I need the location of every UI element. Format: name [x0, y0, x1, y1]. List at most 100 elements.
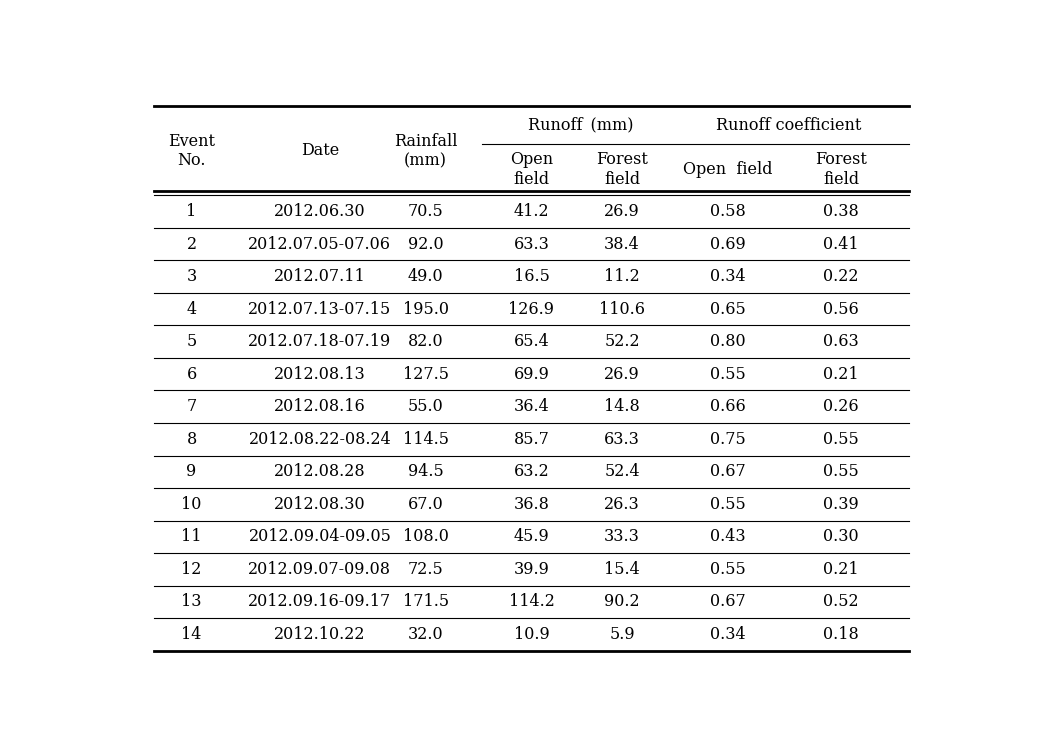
Text: 0.55: 0.55 [710, 561, 746, 578]
Text: 90.2: 90.2 [605, 594, 640, 610]
Text: 63.3: 63.3 [605, 431, 640, 448]
Text: 32.0: 32.0 [408, 626, 444, 643]
Text: 69.9: 69.9 [513, 366, 550, 382]
Text: Date: Date [301, 142, 339, 159]
Text: 3: 3 [187, 268, 197, 285]
Text: 13: 13 [181, 594, 202, 610]
Text: 0.34: 0.34 [710, 626, 746, 643]
Text: 8: 8 [187, 431, 197, 448]
Text: 36.8: 36.8 [513, 496, 550, 513]
Text: 1: 1 [187, 203, 197, 220]
Text: 0.67: 0.67 [710, 594, 746, 610]
Text: 2012.09.04-09.05: 2012.09.04-09.05 [249, 528, 391, 545]
Text: 5.9: 5.9 [610, 626, 635, 643]
Text: 0.63: 0.63 [823, 333, 859, 350]
Text: 2012.07.18-07.19: 2012.07.18-07.19 [248, 333, 392, 350]
Text: 0.30: 0.30 [823, 528, 859, 545]
Text: Open
field: Open field [510, 151, 553, 187]
Text: 0.55: 0.55 [710, 366, 746, 382]
Text: 2012.09.07-09.08: 2012.09.07-09.08 [249, 561, 391, 578]
Text: 2012.08.30: 2012.08.30 [274, 496, 366, 513]
Text: 14.8: 14.8 [605, 398, 640, 415]
Text: 38.4: 38.4 [605, 236, 640, 252]
Text: 114.2: 114.2 [508, 594, 555, 610]
Text: 0.18: 0.18 [823, 626, 859, 643]
Text: Event
No.: Event No. [168, 132, 215, 169]
Text: 0.80: 0.80 [710, 333, 746, 350]
Text: 82.0: 82.0 [408, 333, 444, 350]
Text: 10.9: 10.9 [513, 626, 550, 643]
Text: 0.55: 0.55 [823, 431, 859, 448]
Text: 0.43: 0.43 [710, 528, 746, 545]
Text: 4: 4 [187, 301, 197, 318]
Text: 0.58: 0.58 [710, 203, 746, 220]
Text: 2012.08.22-08.24: 2012.08.22-08.24 [249, 431, 391, 448]
Text: 63.2: 63.2 [513, 464, 550, 481]
Text: 39.9: 39.9 [513, 561, 550, 578]
Text: 45.9: 45.9 [513, 528, 550, 545]
Text: 92.0: 92.0 [408, 236, 444, 252]
Text: 10: 10 [181, 496, 201, 513]
Text: 0.55: 0.55 [823, 464, 859, 481]
Text: 0.52: 0.52 [823, 594, 859, 610]
Text: 0.26: 0.26 [823, 398, 859, 415]
Text: 72.5: 72.5 [408, 561, 444, 578]
Text: 49.0: 49.0 [408, 268, 444, 285]
Text: 0.66: 0.66 [710, 398, 746, 415]
Text: 2012.08.13: 2012.08.13 [274, 366, 366, 382]
Text: 0.75: 0.75 [710, 431, 746, 448]
Text: 2012.06.30: 2012.06.30 [274, 203, 366, 220]
Text: Forest
field: Forest field [596, 151, 648, 187]
Text: 14: 14 [181, 626, 201, 643]
Text: 0.21: 0.21 [823, 366, 859, 382]
Text: 52.4: 52.4 [605, 464, 640, 481]
Text: 2012.07.13-07.15: 2012.07.13-07.15 [248, 301, 392, 318]
Text: 2012.10.22: 2012.10.22 [274, 626, 366, 643]
Text: 127.5: 127.5 [402, 366, 449, 382]
Text: 0.67: 0.67 [710, 464, 746, 481]
Text: 12: 12 [181, 561, 201, 578]
Text: 108.0: 108.0 [402, 528, 449, 545]
Text: 0.39: 0.39 [823, 496, 859, 513]
Text: 114.5: 114.5 [402, 431, 449, 448]
Text: 0.55: 0.55 [710, 496, 746, 513]
Text: 55.0: 55.0 [408, 398, 444, 415]
Text: 2012.07.11: 2012.07.11 [274, 268, 366, 285]
Text: 5: 5 [187, 333, 197, 350]
Text: 110.6: 110.6 [599, 301, 645, 318]
Text: 0.21: 0.21 [823, 561, 859, 578]
Text: 70.5: 70.5 [408, 203, 444, 220]
Text: 0.41: 0.41 [823, 236, 859, 252]
Text: 0.34: 0.34 [710, 268, 746, 285]
Text: 0.56: 0.56 [823, 301, 859, 318]
Text: 126.9: 126.9 [508, 301, 555, 318]
Text: Forest
field: Forest field [815, 151, 867, 187]
Text: Open  field: Open field [683, 161, 773, 178]
Text: 65.4: 65.4 [513, 333, 550, 350]
Text: 15.4: 15.4 [605, 561, 640, 578]
Text: 0.65: 0.65 [710, 301, 746, 318]
Text: 52.2: 52.2 [605, 333, 640, 350]
Text: 41.2: 41.2 [513, 203, 550, 220]
Text: 6: 6 [187, 366, 197, 382]
Text: 26.3: 26.3 [605, 496, 640, 513]
Text: Runoff (mm): Runoff (mm) [528, 117, 634, 134]
Text: 0.22: 0.22 [823, 268, 859, 285]
Text: 85.7: 85.7 [513, 431, 550, 448]
Text: 9: 9 [187, 464, 197, 481]
Text: 0.69: 0.69 [710, 236, 746, 252]
Text: 195.0: 195.0 [402, 301, 449, 318]
Text: 2012.08.16: 2012.08.16 [274, 398, 366, 415]
Text: 67.0: 67.0 [408, 496, 444, 513]
Text: 16.5: 16.5 [513, 268, 550, 285]
Text: 94.5: 94.5 [408, 464, 444, 481]
Text: Runoff coefficient: Runoff coefficient [716, 117, 862, 134]
Text: 33.3: 33.3 [605, 528, 640, 545]
Text: 171.5: 171.5 [402, 594, 449, 610]
Text: 63.3: 63.3 [513, 236, 550, 252]
Text: 2012.07.05-07.06: 2012.07.05-07.06 [249, 236, 391, 252]
Text: 2: 2 [187, 236, 197, 252]
Text: 11: 11 [181, 528, 202, 545]
Text: 0.38: 0.38 [823, 203, 859, 220]
Text: 26.9: 26.9 [605, 366, 640, 382]
